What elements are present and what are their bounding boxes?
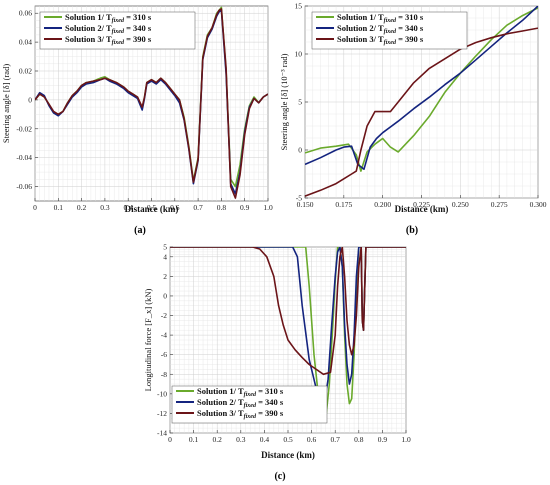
y-tick-label: 0 [163, 291, 167, 300]
x-tick-label: 0.1 [54, 203, 64, 212]
x-tick-label: 0.9 [240, 203, 250, 212]
y-tick-label: -12 [157, 409, 167, 418]
x-tick-label: 0.275 [491, 200, 508, 209]
x-tick-label: 0.7 [331, 435, 341, 444]
x-tick-label: 0 [33, 203, 37, 212]
y-tick-label: 15 [295, 2, 303, 11]
chart-panel-2: 0.150 0.175 0.200 0.225 0.250 0.275 0.300 -5 0 5 1… [279, 2, 547, 237]
legend-label: Solution 1/ Tfixed = 310 s [337, 12, 424, 24]
x-tick-label: 0.150 [297, 200, 314, 209]
y-tick-label: 0.02 [19, 67, 32, 76]
legend-label: Solution 3/ Tfixed = 390 s [337, 34, 424, 46]
series-line-3 [35, 8, 268, 199]
x-tick-label: 0.8 [354, 435, 364, 444]
y-tick-label: -6 [161, 350, 167, 359]
x-tick-label: 0.5 [283, 435, 293, 444]
legend-label: Solution 1/ Tfixed = 310 s [65, 12, 152, 24]
y-tick-label: -14 [157, 429, 167, 438]
y-tick-label: -4 [161, 331, 167, 340]
x-tick-label: 0.4 [124, 203, 134, 212]
y-tick-label: 0 [28, 95, 32, 104]
y-axis-label: Steering angle [δ] (rad) [1, 64, 11, 143]
x-axis-label: Distance (km) [125, 204, 179, 214]
x-tick-label: 0.3 [236, 435, 246, 444]
y-tick-label: -5 [296, 194, 302, 203]
x-tick-label: 1.0 [263, 203, 273, 212]
y-tick-label: 10 [295, 50, 303, 59]
y-tick-label: 2 [163, 272, 167, 281]
y-tick-label: 4 [163, 252, 167, 261]
y-tick-label: -0.06 [16, 182, 32, 191]
x-axis-label: Distance (km) [261, 450, 315, 460]
legend-box [311, 11, 468, 50]
x-tick-label: 0.6 [170, 203, 180, 212]
y-tick-label: -0.02 [16, 124, 32, 133]
x-tick-label: 0.2 [213, 435, 223, 444]
y-tick-label: -10 [157, 389, 167, 398]
y-tick-label: 5 [298, 98, 302, 107]
legend-label: Solution 3/ Tfixed = 390 s [197, 408, 284, 420]
legend-label: Solution 2/ Tfixed = 340 s [197, 397, 284, 409]
x-tick-label: 0.5 [147, 203, 157, 212]
series-line-2 [305, 6, 538, 170]
series-line-3 [170, 247, 406, 376]
x-tick-label: 0 [168, 435, 172, 444]
x-tick-label: 0.200 [374, 200, 391, 209]
legend-label: Solution 2/ Tfixed = 340 s [65, 23, 152, 35]
x-tick-label: 0.2 [77, 203, 87, 212]
panel-label: (a) [134, 225, 146, 236]
x-axis-label: Distance (km) [395, 204, 449, 214]
panel-label: (b) [406, 225, 418, 236]
x-tick-label: 0.1 [189, 435, 199, 444]
x-tick-label: 0.175 [335, 200, 352, 209]
chart-panel-3: 0 0.1 0.2 0.3 0.4 0.5 0.6 0.7 0.8 0.9 1.0 -14 -12 -10… [143, 243, 411, 483]
x-tick-label: 0.300 [530, 200, 547, 209]
y-tick-label: -8 [161, 370, 167, 379]
x-tick-label: 0.7 [193, 203, 203, 212]
y-axis-label: Longitudinal force [F_x] (kN) [143, 288, 153, 391]
y-tick-label: 0 [298, 146, 302, 155]
legend-label: Solution 3/ Tfixed = 390 s [65, 34, 152, 46]
x-tick-label: 0.9 [378, 435, 388, 444]
y-tick-label: -2 [161, 311, 167, 320]
chart-panel-1: 0 0.1 0.2 0.3 0.4 0.5 0.6 0.7 0.8 0.9 1.0 -0.06 -0.0… [1, 5, 273, 236]
x-tick-label: 1.0 [401, 435, 411, 444]
y-tick-label: 0.04 [19, 38, 32, 47]
legend-box [39, 11, 196, 50]
x-tick-label: 0.225 [413, 200, 430, 209]
legend-label: Solution 1/ Tfixed = 310 s [197, 386, 284, 398]
x-tick-label: 0.4 [260, 435, 270, 444]
legend-label: Solution 2/ Tfixed = 340 s [337, 23, 424, 35]
series-line-3 [305, 27, 538, 197]
y-tick-label: 0.06 [19, 9, 32, 18]
y-axis-label: Steering angle [δ] (10⁻³ rad) [279, 53, 289, 150]
legend-box [171, 385, 328, 424]
panel-label: (c) [274, 471, 285, 482]
y-tick-label: 5 [163, 243, 167, 252]
x-tick-label: 0.3 [100, 203, 110, 212]
x-tick-label: 0.250 [452, 200, 469, 209]
x-tick-label: 0.8 [217, 203, 227, 212]
y-tick-label: -0.04 [16, 153, 32, 162]
x-tick-label: 0.6 [307, 435, 317, 444]
